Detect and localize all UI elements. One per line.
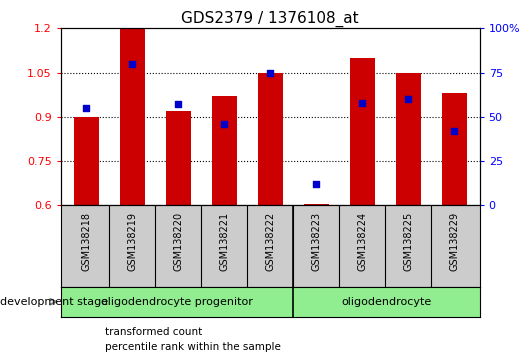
Bar (441, 93, 467, 205)
Point (128, 61, 137, 67)
Text: GSM138229: GSM138229 (449, 212, 460, 271)
Bar (396, 73, 421, 205)
Point (266, 70, 275, 75)
Bar (74, 117, 99, 205)
Bar (304, 204, 329, 205)
Text: GSM138223: GSM138223 (311, 212, 321, 271)
Point (312, 181, 321, 187)
Bar (350, 58, 375, 205)
Point (220, 121, 228, 127)
Text: percentile rank within the sample: percentile rank within the sample (105, 342, 281, 352)
Title: GDS2379 / 1376108_at: GDS2379 / 1376108_at (181, 11, 359, 27)
Point (404, 96, 412, 102)
Text: transformed count: transformed count (105, 327, 202, 337)
Bar (258, 73, 283, 205)
Text: GSM138222: GSM138222 (266, 212, 275, 271)
Bar (120, 28, 145, 205)
Text: GSM138220: GSM138220 (173, 212, 183, 271)
Text: GSM138221: GSM138221 (219, 212, 229, 271)
Point (82, 105, 91, 111)
Point (450, 128, 458, 134)
Point (174, 102, 182, 107)
Bar (166, 111, 191, 205)
Text: GSM138225: GSM138225 (403, 212, 413, 271)
Text: GSM138218: GSM138218 (81, 212, 91, 271)
Text: development stage: development stage (0, 297, 108, 307)
Text: oligodendrocyte progenitor: oligodendrocyte progenitor (101, 297, 253, 307)
Point (358, 100, 367, 105)
Text: GSM138224: GSM138224 (357, 212, 367, 271)
Text: oligodendrocyte: oligodendrocyte (341, 297, 431, 307)
Bar (211, 96, 237, 205)
Text: GSM138219: GSM138219 (127, 212, 137, 271)
